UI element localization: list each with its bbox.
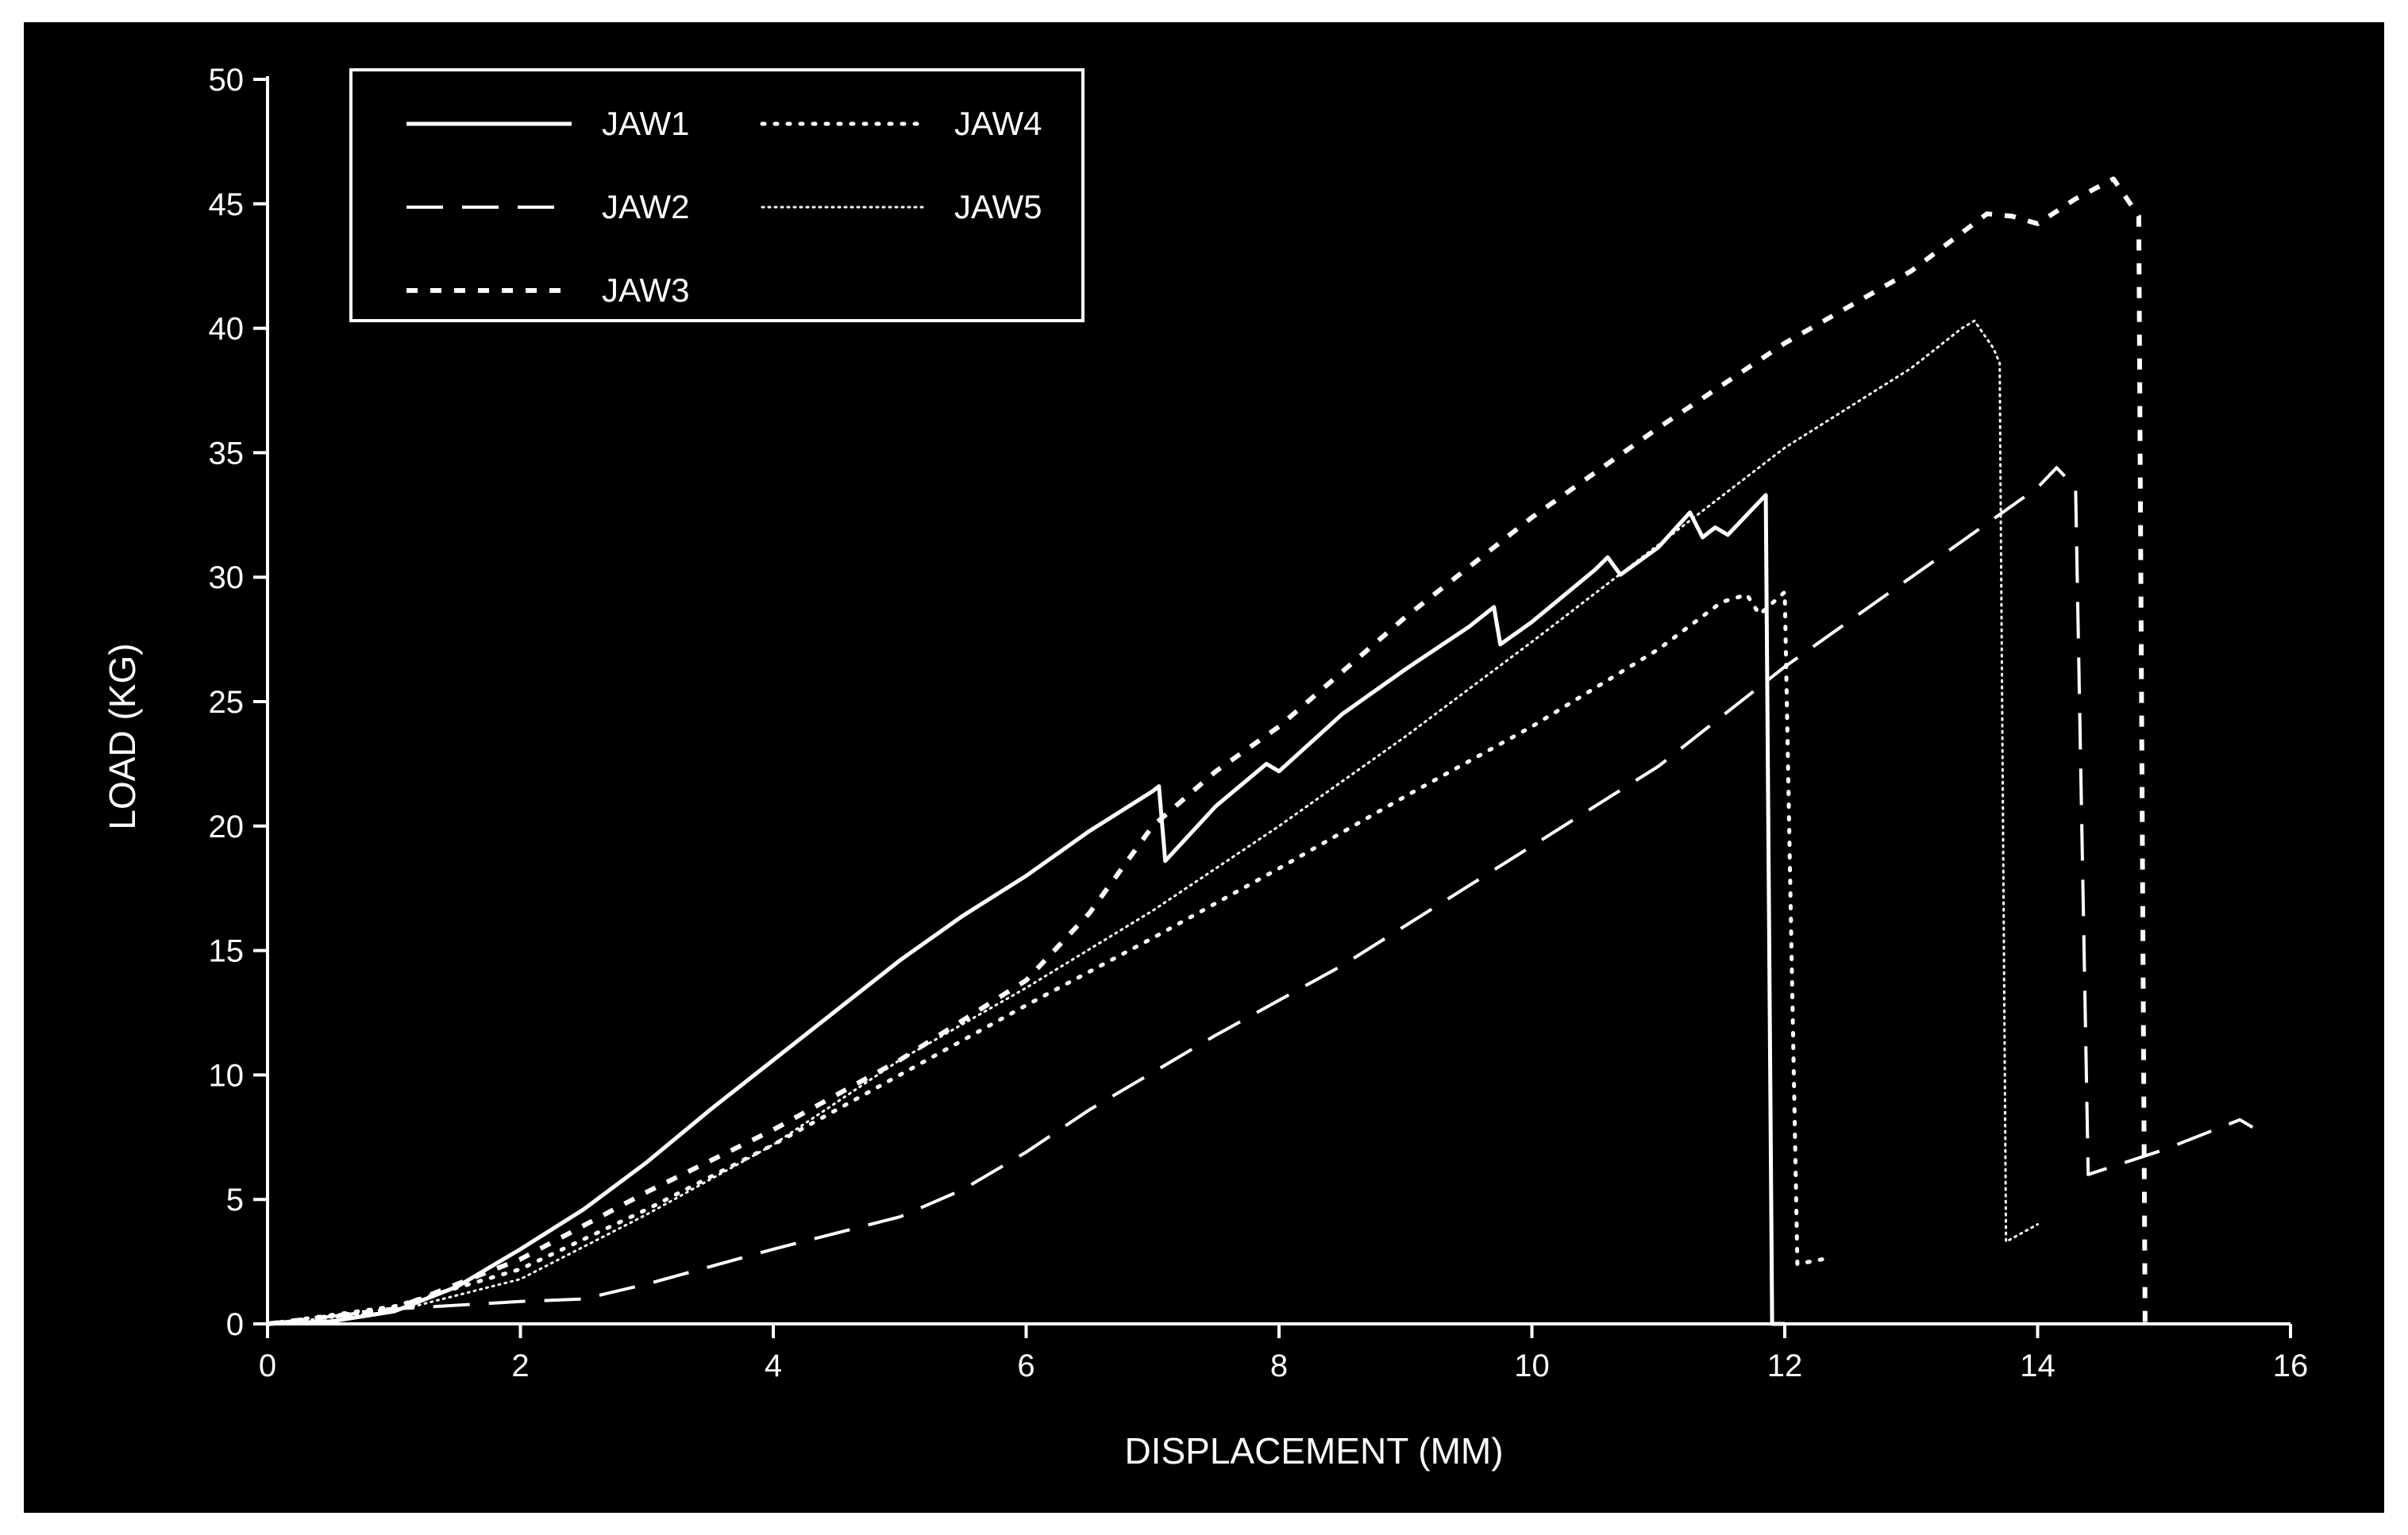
y-tick-label: 50 — [209, 63, 245, 98]
y-tick-label: 45 — [209, 187, 245, 222]
y-tick-label: 35 — [209, 436, 245, 471]
series-line-jaw1 — [267, 493, 1785, 1326]
y-tick-label: 40 — [209, 312, 245, 347]
series-line-jaw4 — [265, 590, 1825, 1326]
legend-label-jaw1: JAW1 — [602, 105, 689, 142]
y-axis-label: LOAD (KG) — [102, 643, 143, 829]
legend-label-jaw2: JAW2 — [602, 188, 689, 225]
x-tick-label: 12 — [1767, 1348, 1803, 1383]
y-tick-label: 15 — [209, 934, 245, 969]
y-tick-label: 20 — [209, 810, 245, 844]
legend: JAW1 JAW2 JAW3 JAW4 JAW5 — [349, 68, 1085, 322]
y-tick-label: 5 — [226, 1183, 244, 1218]
legend-label-jaw3: JAW3 — [602, 271, 689, 309]
series-line-jaw3 — [267, 176, 2148, 1326]
legend-box — [349, 68, 1085, 322]
series-layer — [265, 176, 2254, 1326]
x-tick-label: 10 — [1514, 1348, 1550, 1383]
x-tick-label: 0 — [259, 1348, 276, 1383]
y-tick-label: 25 — [209, 685, 245, 720]
legend-label-jaw5: JAW5 — [954, 188, 1042, 225]
chart-frame: 0 2 4 6 8 10 12 14 16 0 5 10 15 20 25 30 35 40 45 50 JAW1 JA… — [24, 22, 2384, 1513]
series-line-jaw2 — [267, 466, 2254, 1325]
y-tick-label: 10 — [209, 1058, 245, 1093]
x-tick-label: 4 — [765, 1348, 782, 1383]
y-tick-label: 0 — [226, 1307, 244, 1342]
legend-label-jaw4: JAW4 — [954, 105, 1042, 142]
x-tick-label: 8 — [1270, 1348, 1288, 1383]
x-tick-label: 6 — [1017, 1348, 1034, 1383]
y-tick-label: 30 — [209, 560, 245, 595]
axes: 0 2 4 6 8 10 12 14 16 0 5 10 15 20 25 30 35 40 45 50 — [209, 63, 2309, 1383]
x-tick-label: 16 — [2273, 1348, 2309, 1383]
x-axis-label: DISPLACEMENT (MM) — [1124, 1430, 1503, 1472]
x-tick-label: 14 — [2020, 1348, 2055, 1383]
x-tick-label: 2 — [511, 1348, 529, 1383]
